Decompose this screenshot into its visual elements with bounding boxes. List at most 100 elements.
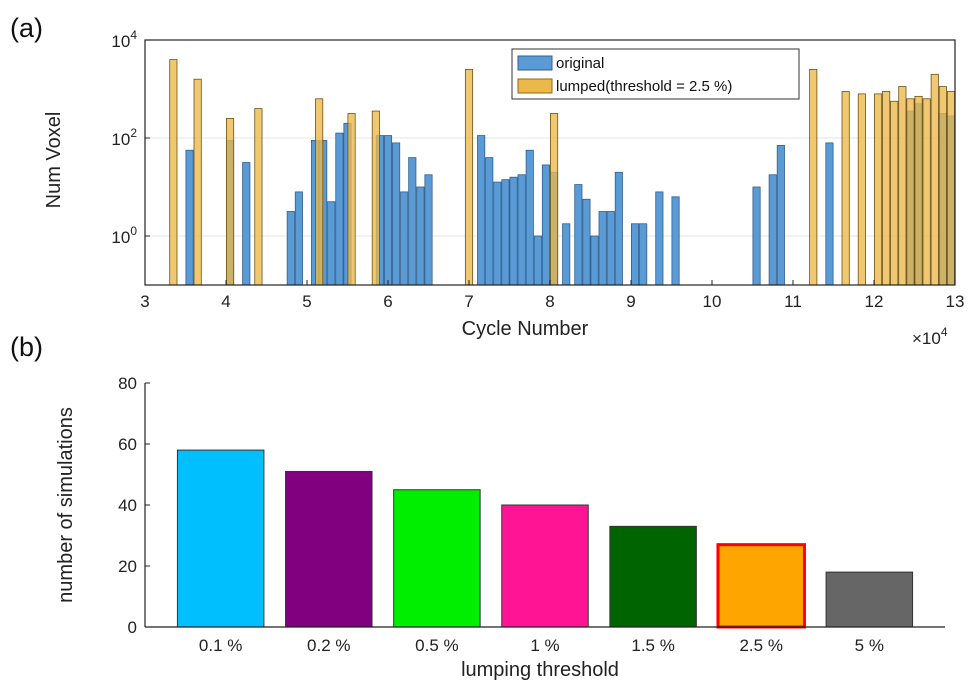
- bar-lumped: [254, 108, 263, 286]
- legend-label-lumped: lumped(threshold = 2.5 %): [556, 78, 732, 95]
- legend-box: [511, 48, 800, 100]
- x-tick-label: 4: [221, 292, 230, 311]
- bar-lumped: [809, 69, 818, 286]
- chart-a-legend: original lumped(threshold = 2.5 %): [511, 48, 800, 100]
- bar-original: [768, 174, 777, 286]
- x-tick-label: 12: [865, 292, 884, 311]
- bar-25: [716, 543, 806, 629]
- bar-lumped: [898, 86, 907, 286]
- bar-original: [242, 162, 251, 286]
- bar-original: [752, 186, 761, 286]
- x-tick-label: 1.5 %: [631, 636, 674, 655]
- x-tick-label: 7: [464, 292, 473, 311]
- x-tick-label: 13: [946, 292, 965, 311]
- x-tick-label: 5 %: [855, 636, 884, 655]
- bar-lumped: [315, 98, 324, 286]
- bar-original: [424, 174, 433, 286]
- bar-original: [776, 144, 785, 286]
- bar-lumped: [841, 91, 850, 286]
- y-tick-label: 0: [128, 618, 137, 637]
- bar-original: [825, 142, 834, 286]
- bar-original: [533, 235, 542, 286]
- chart-a-x-scale-multiplier: ×104: [912, 325, 948, 348]
- bar-original: [294, 191, 303, 286]
- bar-original: [327, 201, 336, 286]
- legend-swatch-original: [517, 55, 553, 71]
- bar-lumped: [226, 118, 235, 286]
- panel-label-b: (b): [10, 332, 43, 362]
- chart-b-x-axis-label: lumping threshold: [461, 659, 619, 681]
- bar-original: [671, 196, 680, 286]
- bar-original: [509, 176, 518, 286]
- bar-original: [383, 135, 393, 286]
- legend-swatch-lumped: [517, 78, 553, 94]
- bar-original: [606, 211, 615, 286]
- bar-original: [631, 223, 640, 286]
- bar-1: [501, 504, 589, 628]
- bar-lumped: [874, 93, 883, 286]
- chart-b-x-ticks: 0.1 % 0.2 % 0.5 % 1 % 1.5 % 2.5 % 5 %: [199, 636, 884, 655]
- bar-lumped: [169, 59, 178, 286]
- bar-original: [286, 211, 295, 286]
- bar-original: [562, 223, 571, 286]
- x-tick-label: 1 %: [530, 636, 559, 655]
- bar-lumped: [371, 110, 380, 286]
- bar-original: [392, 142, 401, 286]
- bar-original: [485, 157, 494, 286]
- chart-b-y-ticks: 0 20 40 60 80: [118, 374, 150, 637]
- bar-lumped: [464, 69, 474, 286]
- x-tick-label: 2.5 %: [739, 636, 782, 655]
- bar-lumped: [193, 78, 202, 286]
- x-tick-label: 6: [383, 292, 392, 311]
- bar-original: [590, 235, 599, 286]
- bar-5: [825, 571, 914, 628]
- bar-lumped: [857, 93, 866, 286]
- y-tick-label: 80: [118, 374, 137, 393]
- bar-lumped: [914, 95, 923, 286]
- y-tick-label: 104: [111, 28, 137, 51]
- chart-a-y-ticks: 100 102 104: [111, 28, 150, 247]
- bar-lumped: [906, 98, 915, 286]
- y-tick-label: 60: [118, 435, 137, 454]
- x-tick-label: 0.2 %: [307, 636, 350, 655]
- legend-label-original: original: [556, 55, 604, 72]
- x-tick-label: 0.5 %: [415, 636, 458, 655]
- bar-lumped: [882, 91, 891, 286]
- bar-lumped: [946, 91, 955, 286]
- bar-original: [400, 191, 409, 286]
- bar-original: [408, 157, 417, 286]
- bar-lumped: [938, 86, 947, 286]
- bar-original: [614, 171, 623, 286]
- bar-01: [176, 449, 265, 628]
- y-tick-label: 20: [118, 557, 137, 576]
- chart-a: 3 4 5 6 7 8 9 10 11 12 13 100 102 104 Cycle Number N…: [43, 28, 964, 348]
- bar-original: [598, 211, 607, 286]
- x-tick-label: 9: [626, 292, 635, 311]
- x-tick-label: 10: [703, 292, 722, 311]
- bar-original: [501, 179, 510, 286]
- bar-15: [609, 525, 697, 628]
- y-tick-label: 40: [118, 496, 137, 515]
- x-tick-label: 11: [784, 292, 802, 311]
- x-tick-label: 0.1 %: [199, 636, 242, 655]
- bar-original: [541, 164, 550, 286]
- bar-original: [517, 174, 526, 286]
- bar-lumped: [890, 100, 899, 286]
- bar-lumped: [347, 113, 356, 286]
- chart-a-x-axis-label: Cycle Number: [462, 318, 589, 340]
- bar-lumped: [922, 98, 931, 286]
- x-tick-label: 5: [302, 292, 311, 311]
- chart-a-original-series: [185, 103, 955, 286]
- bar-original: [582, 198, 591, 286]
- bar-lumped: [550, 113, 559, 286]
- bar-original: [655, 191, 664, 286]
- bar-original: [477, 135, 486, 286]
- chart-a-x-ticks: 3 4 5 6 7 8 9 10 11 12 13: [140, 280, 964, 311]
- y-tick-label: 100: [111, 224, 137, 247]
- x-tick-label: 3: [140, 292, 149, 311]
- x-tick-label: 8: [545, 292, 554, 311]
- bar-02: [285, 470, 373, 628]
- bar-original: [639, 223, 648, 286]
- bar-05: [393, 489, 481, 628]
